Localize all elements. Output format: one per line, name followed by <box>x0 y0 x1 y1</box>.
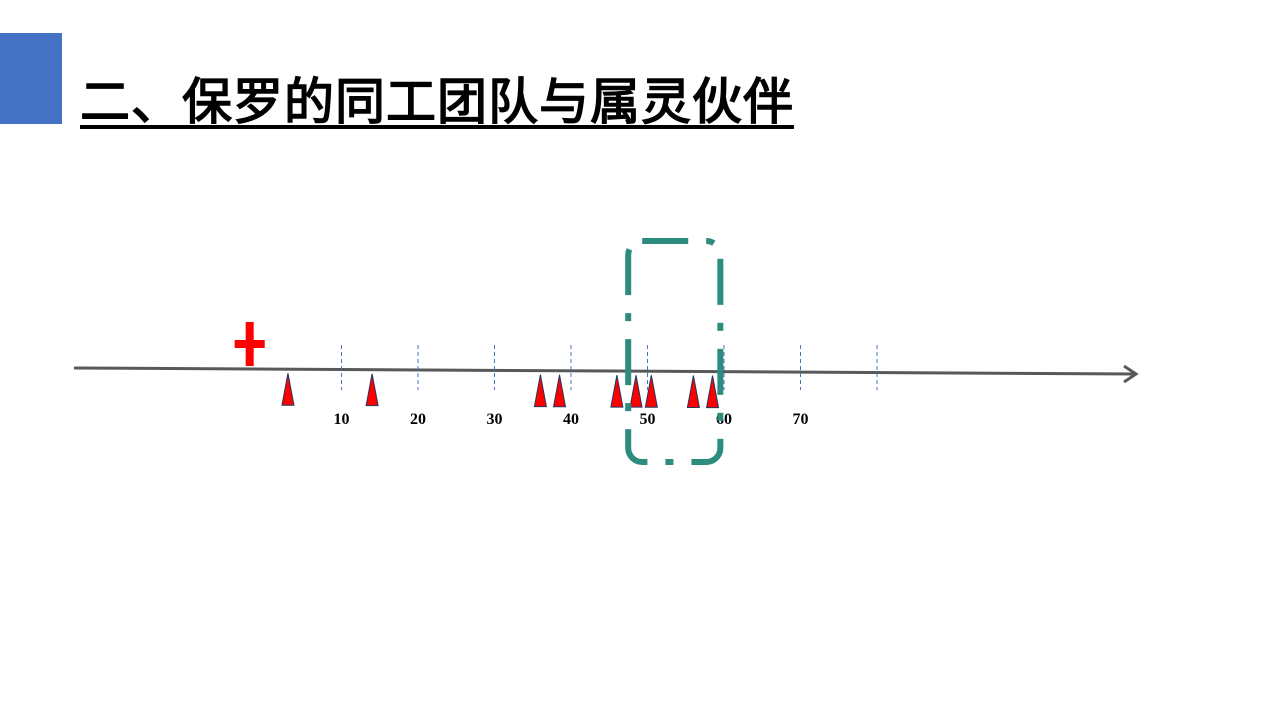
red-triangle-icon <box>552 374 567 408</box>
red-triangle-icon <box>686 375 701 408</box>
red-triangle-icon <box>629 375 643 408</box>
red-triangle-icon <box>533 374 548 408</box>
red-triangle-icon <box>644 375 658 408</box>
tick-label: 40 <box>563 411 579 428</box>
cross-horizontal-bar <box>234 340 265 348</box>
red-cross-icon <box>234 322 265 366</box>
red-triangle-icon <box>610 374 624 408</box>
red-triangle-icon <box>281 373 295 406</box>
gridlines <box>341 345 878 390</box>
timeline-axis <box>73 366 1137 376</box>
tick-label: 50 <box>640 411 656 428</box>
red-triangle-icon <box>365 373 379 407</box>
tick-label: 30 <box>487 411 503 428</box>
event-markers <box>281 373 720 409</box>
tick-label: 20 <box>410 411 426 428</box>
title-accent-bar <box>0 33 62 124</box>
slide-title: 二、保罗的同工团队与属灵伙伴 <box>80 73 794 131</box>
highlight-bracket <box>625 238 724 465</box>
tick-labels: 10 20 30 40 50 60 70 <box>334 411 809 428</box>
arrowhead-icon <box>1123 364 1139 384</box>
tick-label: 70 <box>793 411 809 428</box>
tick-label: 10 <box>334 411 350 428</box>
red-triangle-icon <box>705 375 720 409</box>
